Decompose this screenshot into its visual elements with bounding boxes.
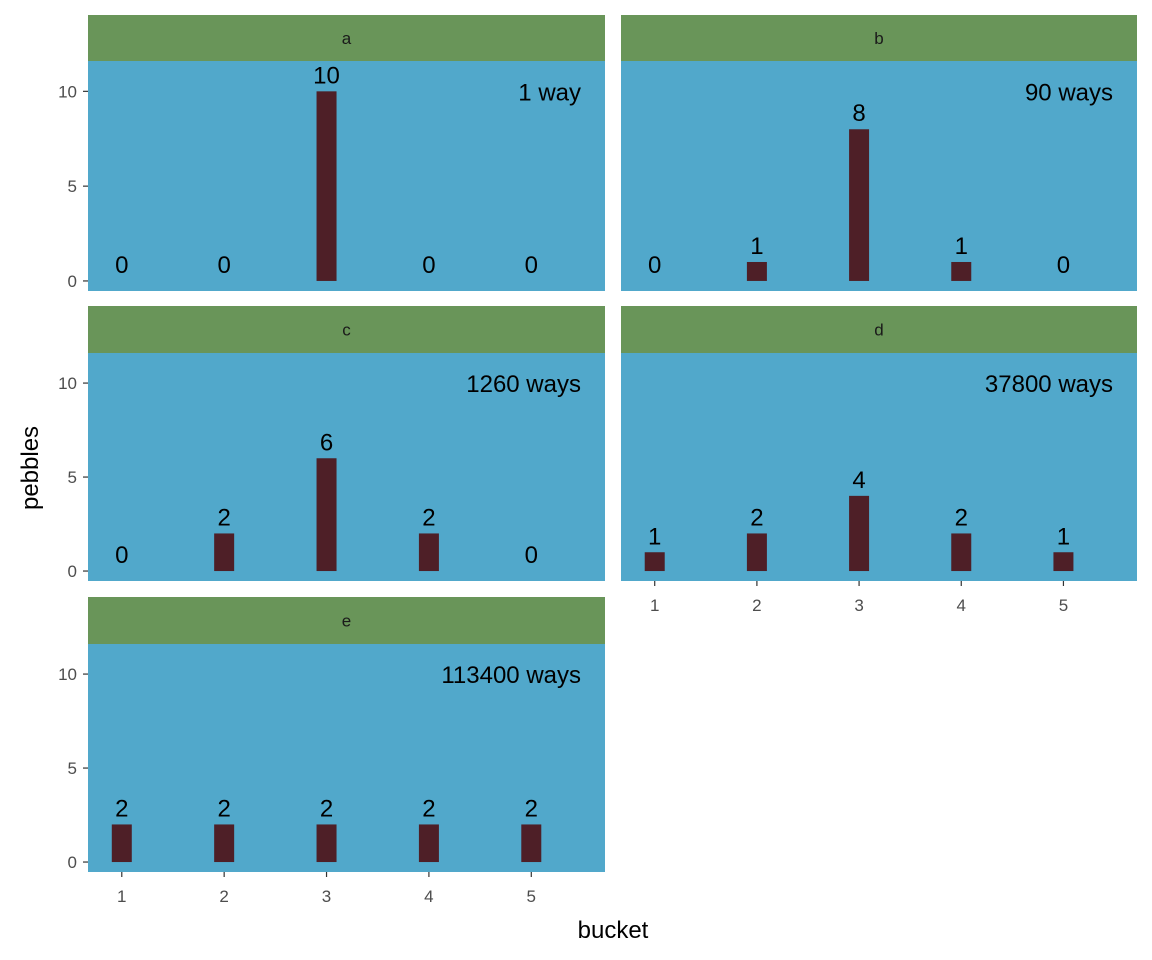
x-axis-label: bucket: [578, 917, 649, 944]
x-tick-label: 5: [1059, 596, 1068, 615]
bar: [111, 824, 132, 863]
facet-panel-d: [621, 353, 1137, 581]
bar: [418, 533, 439, 572]
bar-value-label: 2: [750, 505, 763, 532]
x-tick-label: 5: [527, 887, 536, 906]
bar: [316, 458, 337, 572]
facet-strip-label: b: [874, 29, 883, 48]
bar: [951, 533, 972, 572]
ways-annotation: 1 way: [518, 79, 581, 106]
bar: [1053, 552, 1074, 572]
bar: [951, 261, 972, 281]
bar-value-label: 1: [955, 233, 968, 260]
bar-value-label: 0: [525, 542, 538, 569]
bar-value-label: 10: [313, 62, 340, 89]
bar: [849, 129, 870, 281]
y-tick-label: 0: [68, 853, 77, 872]
x-tick-label: 2: [752, 596, 761, 615]
facet-strip-a: [88, 15, 605, 61]
bar-value-label: 2: [217, 505, 230, 532]
bar-value-label: 2: [955, 505, 968, 532]
bar: [644, 552, 665, 572]
x-tick-label: 1: [117, 887, 126, 906]
facet-panel-e: [88, 644, 605, 872]
bar-value-label: 2: [320, 796, 333, 823]
facet-panel-a: [88, 61, 605, 291]
bar: [746, 261, 767, 281]
y-tick-label: 5: [68, 468, 77, 487]
bar-value-label: 0: [422, 252, 435, 279]
x-tick-label: 4: [424, 887, 433, 906]
x-tick-label: 3: [322, 887, 331, 906]
facet-strip-b: [621, 15, 1137, 61]
y-tick-label: 5: [68, 759, 77, 778]
bar-value-label: 1: [750, 233, 763, 260]
bar: [849, 495, 870, 572]
facet-strip-label: d: [874, 321, 883, 340]
ways-annotation: 37800 ways: [985, 371, 1113, 398]
bar: [214, 533, 235, 572]
facet-strip-label: c: [342, 321, 351, 340]
bar-value-label: 0: [648, 252, 661, 279]
ways-annotation: 113400 ways: [441, 662, 581, 689]
bar-value-label: 0: [115, 252, 128, 279]
y-axis-label: pebbles: [17, 426, 44, 510]
bar: [746, 533, 767, 572]
bar-value-label: 1: [648, 523, 661, 550]
x-tick-label: 4: [957, 596, 966, 615]
x-tick-label: 1: [650, 596, 659, 615]
x-tick-label: 3: [854, 596, 863, 615]
bar-value-label: 1: [1057, 523, 1070, 550]
y-tick-label: 0: [68, 562, 77, 581]
bar: [214, 824, 235, 863]
bar: [418, 824, 439, 863]
bar-value-label: 0: [115, 542, 128, 569]
ways-annotation: 1260 ways: [466, 371, 581, 398]
bar-value-label: 2: [525, 796, 538, 823]
bar-value-label: 8: [852, 100, 865, 127]
bar-value-label: 6: [320, 429, 333, 456]
facet-panel-c: [88, 353, 605, 581]
bar-value-label: 2: [217, 796, 230, 823]
bar-value-label: 4: [852, 467, 865, 494]
bar-value-label: 2: [422, 796, 435, 823]
y-tick-label: 10: [58, 665, 77, 684]
bar-value-label: 0: [525, 252, 538, 279]
bar: [316, 824, 337, 863]
bar: [521, 824, 542, 863]
ways-annotation: 90 ways: [1025, 79, 1113, 106]
facet-strip-d: [621, 306, 1137, 353]
y-tick-label: 0: [68, 272, 77, 291]
bar-value-label: 2: [115, 796, 128, 823]
facet-panel-b: [621, 61, 1137, 291]
facet-strip-e: [88, 597, 605, 644]
bar-value-label: 0: [1057, 252, 1070, 279]
facet-strip-label: a: [342, 29, 352, 48]
bar-value-label: 2: [422, 505, 435, 532]
bar: [316, 91, 337, 281]
y-tick-label: 5: [68, 177, 77, 196]
facet-strip-c: [88, 306, 605, 353]
y-tick-label: 10: [58, 82, 77, 101]
y-tick-label: 10: [58, 374, 77, 393]
bar-value-label: 0: [217, 252, 230, 279]
facet-strip-label: e: [342, 612, 351, 631]
x-tick-label: 2: [219, 887, 228, 906]
